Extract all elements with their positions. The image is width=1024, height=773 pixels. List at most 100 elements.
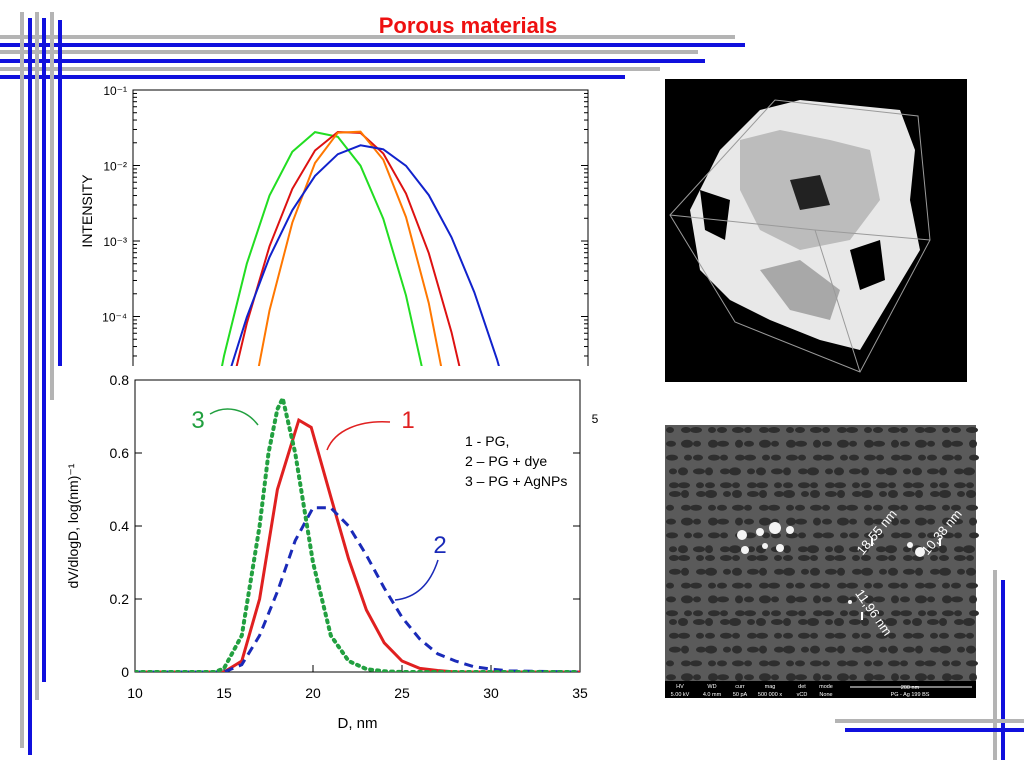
pore xyxy=(744,427,752,433)
pore xyxy=(744,440,754,447)
pore xyxy=(681,517,693,526)
pore xyxy=(954,532,962,539)
pore xyxy=(786,439,796,448)
pore xyxy=(666,454,678,461)
pore xyxy=(912,467,922,476)
pore xyxy=(939,545,947,554)
pore xyxy=(747,468,755,475)
pore xyxy=(942,660,950,667)
pore xyxy=(927,596,935,603)
pore xyxy=(795,427,805,433)
pore xyxy=(810,567,820,576)
pore xyxy=(681,490,689,498)
y-tick-label: 0.8 xyxy=(110,372,130,388)
pore xyxy=(786,673,796,682)
pore xyxy=(915,660,925,667)
y-axis-label: INTENSITY xyxy=(79,174,95,248)
pore xyxy=(747,482,757,489)
porous-3d-image xyxy=(665,79,967,382)
pore xyxy=(798,532,806,539)
pore xyxy=(822,610,834,617)
pore xyxy=(954,468,964,475)
pore xyxy=(774,555,782,561)
pore xyxy=(873,596,885,603)
pore xyxy=(918,532,926,539)
pore xyxy=(891,610,901,617)
x-tick-label: 35 xyxy=(572,685,588,701)
pore xyxy=(669,546,677,553)
pore xyxy=(747,546,755,553)
pore xyxy=(696,555,704,561)
pore xyxy=(681,567,689,576)
pore xyxy=(927,468,939,475)
pore xyxy=(795,504,805,511)
pore xyxy=(930,646,940,653)
sem-image: HV 5.00 kV WD 4.0 mm curr 50 pA mag 500 000 x de… xyxy=(665,425,979,698)
pore xyxy=(729,467,741,476)
pore xyxy=(822,440,832,447)
pore xyxy=(693,596,701,603)
pore xyxy=(744,674,754,681)
pore xyxy=(810,482,818,489)
info-key: HV xyxy=(676,684,684,690)
y-tick-label: 0 xyxy=(121,664,129,680)
pore xyxy=(798,632,810,639)
pore xyxy=(756,482,768,489)
y-tick-label: 10⁻³ xyxy=(103,235,127,249)
pore xyxy=(786,504,794,511)
pore xyxy=(732,632,740,639)
pore xyxy=(693,440,701,447)
pore xyxy=(942,517,952,526)
pore xyxy=(930,568,940,575)
pore xyxy=(759,660,769,667)
pore xyxy=(969,454,979,461)
pore xyxy=(690,582,702,589)
pore xyxy=(825,619,833,625)
pore xyxy=(825,646,837,653)
pore xyxy=(774,568,784,575)
pore xyxy=(837,582,847,589)
pore xyxy=(783,618,791,626)
pore xyxy=(708,660,716,667)
pore xyxy=(774,646,784,653)
pore xyxy=(708,517,718,526)
pore xyxy=(786,610,798,617)
pore xyxy=(939,555,949,561)
pore xyxy=(729,545,741,554)
pore xyxy=(678,482,690,489)
pore xyxy=(735,610,745,617)
pore xyxy=(888,645,898,654)
distribution-chart: 0 0.2 0.4 0.6 0.8 10 15 20 25 30 35 dV/dlogD, log(n… xyxy=(65,372,588,732)
pore xyxy=(786,532,798,539)
pore xyxy=(747,491,759,497)
pore xyxy=(912,482,924,489)
pore xyxy=(930,491,940,497)
pore xyxy=(705,490,717,498)
pore xyxy=(681,439,693,448)
pore xyxy=(879,568,887,575)
pore xyxy=(732,645,742,654)
pore xyxy=(903,632,913,639)
pore xyxy=(786,582,794,589)
pore xyxy=(813,610,823,617)
pore xyxy=(864,427,872,433)
pore xyxy=(759,517,771,526)
pore xyxy=(786,595,796,604)
pore xyxy=(732,490,742,498)
pore xyxy=(873,440,885,447)
pore xyxy=(852,568,862,575)
pore xyxy=(900,660,908,667)
curve-label: 2 xyxy=(433,532,446,559)
pore xyxy=(693,610,703,617)
y-axis-label: dV/dlogD, log(nm)⁻¹ xyxy=(65,463,81,588)
series-line xyxy=(135,506,580,672)
pore xyxy=(873,427,883,433)
pore xyxy=(666,427,674,433)
pore xyxy=(876,482,888,489)
pore xyxy=(822,582,830,589)
pore xyxy=(774,491,784,497)
pore xyxy=(963,545,975,554)
pore xyxy=(849,518,857,525)
pore xyxy=(798,468,808,475)
pore xyxy=(903,646,915,653)
